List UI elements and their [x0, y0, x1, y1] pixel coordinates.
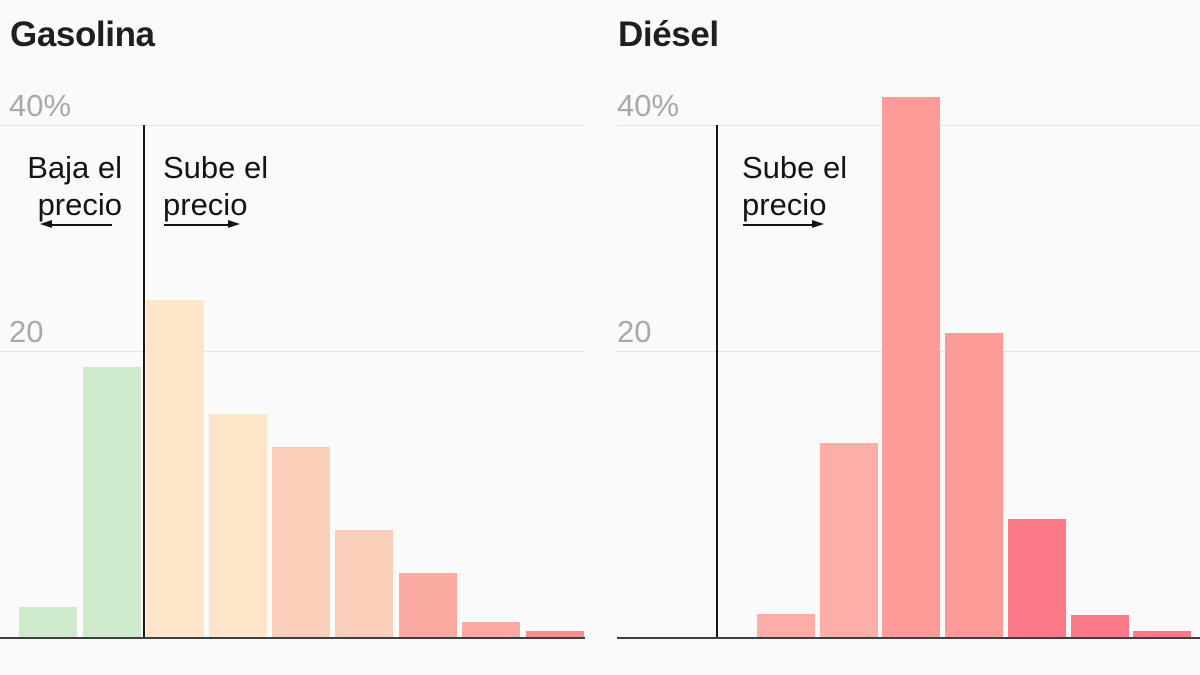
bar — [209, 414, 267, 638]
bar — [335, 530, 393, 638]
bar — [146, 300, 204, 638]
chart-gasolina: Gasolina 40% 20 Baja el precio Sube el preci… — [0, 15, 585, 639]
y-axis-tick-label: 20 — [9, 314, 44, 349]
bar — [399, 573, 457, 638]
bar — [882, 97, 940, 638]
zero-divider-line — [716, 125, 718, 638]
bar — [1071, 615, 1129, 638]
annotation-text: Sube el precio — [163, 150, 269, 222]
bar — [526, 631, 584, 638]
arrow-left-icon — [40, 220, 112, 229]
chart-diesel: Diésel 40% 20 Sube el precio — [600, 0, 1200, 675]
annotation-text: Sube el precio — [742, 150, 848, 222]
arrow-right-icon — [743, 220, 824, 229]
y-axis-tick-label: 40% — [9, 88, 72, 123]
x-axis-line — [0, 637, 585, 639]
bar — [19, 607, 77, 638]
y-gridline — [0, 351, 585, 352]
y-axis-tick-label: 40% — [617, 88, 680, 123]
y-axis-tick-label: 20 — [617, 314, 652, 349]
bar — [1133, 631, 1191, 638]
bar — [462, 622, 520, 638]
bar — [945, 333, 1003, 638]
bar — [820, 443, 878, 638]
chart-title: Gasolina — [10, 15, 155, 54]
x-axis-line — [617, 637, 1200, 639]
zero-divider-line — [143, 125, 145, 638]
bar — [757, 614, 815, 638]
chart-title: Diésel — [618, 15, 719, 54]
arrow-right-icon — [164, 220, 240, 229]
annotation-text: Baja el precio — [27, 150, 122, 222]
y-gridline — [0, 125, 585, 126]
bar — [83, 367, 141, 638]
bar — [272, 447, 330, 638]
bar — [1008, 519, 1066, 638]
